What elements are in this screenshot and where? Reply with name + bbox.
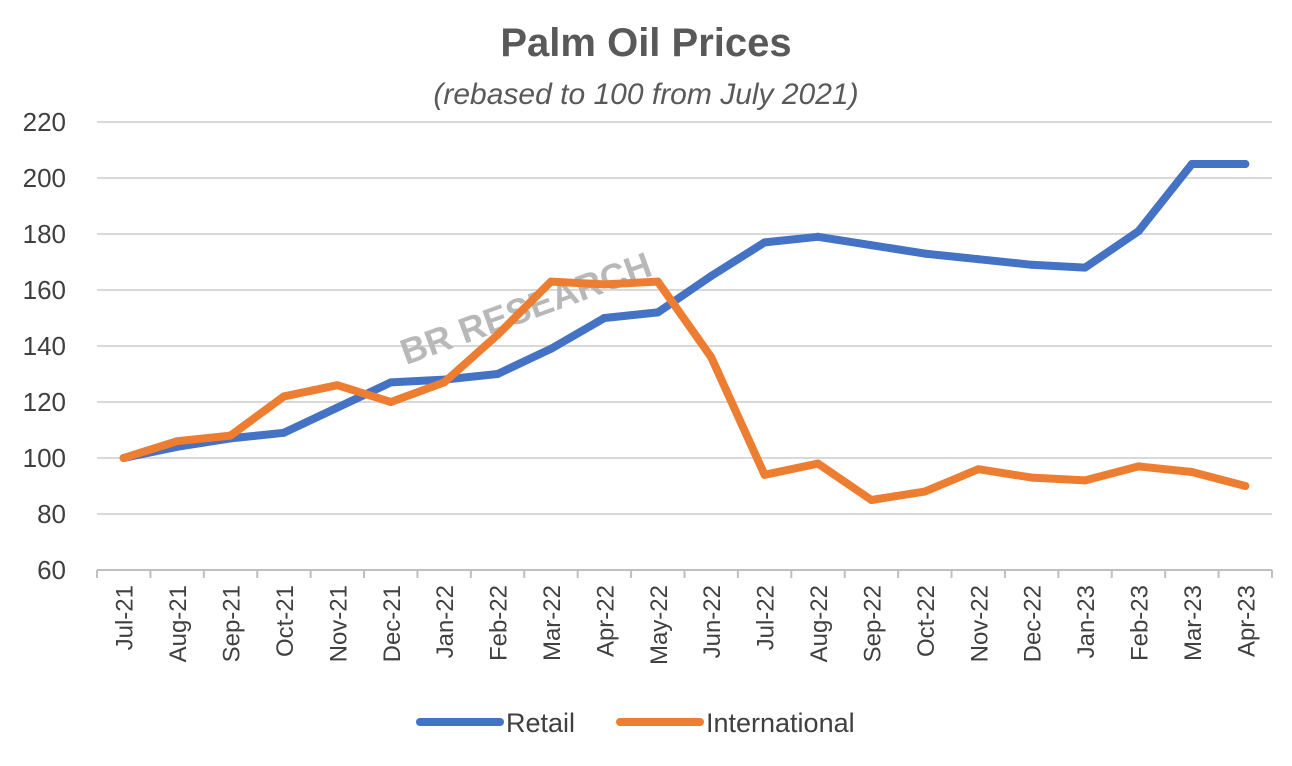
x-tick-label: Mar-22	[539, 585, 566, 661]
data-point-international	[974, 465, 983, 474]
data-point-international	[1187, 468, 1196, 476]
data-point-international	[1241, 482, 1250, 490]
legend-label-retail: Retail	[506, 708, 575, 738]
data-point-international	[1134, 462, 1143, 471]
data-point-international	[386, 398, 395, 406]
data-point-retail	[867, 241, 876, 250]
x-tick-label: Apr-22	[592, 585, 619, 657]
data-point-retail	[279, 428, 288, 437]
data-point-retail	[1241, 160, 1250, 168]
y-tick-label: 200	[23, 163, 66, 193]
data-point-international	[333, 381, 342, 390]
data-point-international	[600, 280, 609, 289]
series-line-retail	[119, 160, 1250, 462]
x-tick-label: Jul-21	[112, 585, 139, 650]
data-point-international	[814, 459, 823, 468]
data-point-retail	[653, 308, 662, 317]
data-point-retail	[386, 378, 395, 387]
data-point-international	[119, 454, 128, 462]
x-tick-label: Jun-22	[699, 585, 726, 658]
data-point-international	[546, 277, 555, 286]
series-lines	[119, 160, 1250, 504]
y-tick-label: 140	[23, 331, 66, 361]
series-line-international	[119, 277, 1250, 504]
data-point-international	[493, 330, 502, 339]
y-tick-label: 120	[23, 387, 66, 417]
data-point-international	[920, 487, 929, 496]
data-point-retail	[974, 255, 983, 264]
data-point-retail	[1187, 160, 1196, 168]
y-tick-label: 80	[37, 499, 66, 529]
data-point-international	[760, 470, 769, 479]
legend-label-international: International	[706, 708, 855, 738]
x-tick-label: Feb-22	[486, 585, 513, 661]
x-tick-label: Oct-21	[272, 585, 299, 657]
data-point-retail	[493, 370, 502, 378]
x-axis: Jul-21 Aug-21 Sep-21 Oct-21 Nov-21 Dec-21 Jan-…	[96, 569, 1273, 665]
chart-subtitle: (rebased to 100 from July 2021)	[433, 78, 858, 111]
x-tick-label: Feb-23	[1126, 585, 1153, 661]
x-tick-label: Nov-22	[966, 585, 993, 662]
x-tick-label: Mar-23	[1180, 585, 1207, 661]
y-tick-label: 180	[23, 219, 66, 249]
data-point-retail	[333, 403, 342, 412]
x-tick-label: Sep-21	[219, 585, 246, 662]
x-tick-label: Oct-22	[913, 585, 940, 657]
data-point-international	[173, 437, 182, 446]
x-tick-label: Aug-22	[806, 585, 833, 662]
data-point-international	[653, 277, 662, 286]
x-tick-label: Dec-22	[1020, 585, 1047, 662]
y-axis-ticks: 60 80 100 120 140 160 180 200 220	[23, 107, 66, 585]
data-point-retail	[1027, 260, 1036, 269]
data-point-international	[226, 431, 235, 440]
data-point-retail	[1134, 227, 1143, 236]
legend: Retail International	[416, 708, 855, 738]
x-tick-label: Apr-23	[1233, 585, 1260, 657]
data-point-retail	[546, 344, 555, 353]
data-point-retail	[1081, 263, 1090, 272]
x-tick-label: Jan-22	[432, 585, 459, 658]
x-tick-label: May-22	[646, 585, 673, 665]
data-point-international	[440, 378, 449, 387]
data-point-international	[707, 353, 716, 362]
data-point-international	[867, 496, 876, 504]
x-tick-label: Jul-22	[753, 585, 780, 650]
chart-title: Palm Oil Prices	[500, 21, 791, 65]
y-tick-label: 220	[23, 107, 66, 137]
x-tick-label: Dec-21	[379, 585, 406, 662]
data-point-international	[1027, 473, 1036, 482]
x-tick-label: Nov-21	[325, 585, 352, 662]
x-tick-label: Sep-22	[859, 585, 886, 662]
x-tick-label: Aug-21	[165, 585, 192, 662]
y-tick-label: 100	[23, 443, 66, 473]
data-point-international	[1081, 476, 1090, 485]
y-tick-label: 160	[23, 275, 66, 305]
data-point-international	[279, 392, 288, 401]
data-point-retail	[760, 238, 769, 247]
x-tick-label: Jan-23	[1073, 585, 1100, 658]
data-point-retail	[707, 272, 716, 280]
y-tick-label: 60	[37, 555, 66, 585]
data-point-retail	[814, 232, 823, 241]
data-point-retail	[920, 249, 929, 258]
data-point-retail	[600, 314, 609, 322]
